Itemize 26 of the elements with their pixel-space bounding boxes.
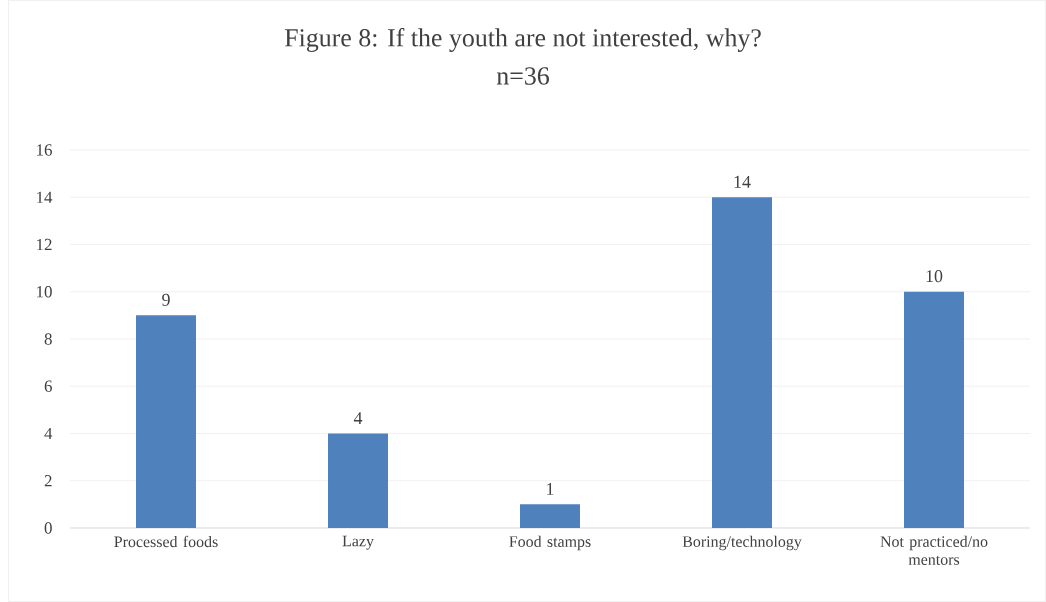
chart-title: Figure 8: If the youth are not interested, why?: [284, 28, 761, 52]
y-tick-label: 8: [44, 333, 52, 345]
y-tick-label: 2: [44, 475, 52, 487]
y-tick-label: 4: [44, 427, 53, 440]
chart-subtitle: n=36: [496, 67, 549, 85]
data-label: 14: [734, 175, 751, 188]
x-tick-label: Food stamps: [509, 535, 591, 551]
data-label: 4: [353, 412, 363, 424]
x-tick-label: Lazy: [342, 535, 374, 550]
y-tick-label: 14: [37, 191, 53, 203]
data-label: 9: [162, 293, 170, 306]
y-tick-label: 0: [44, 522, 52, 534]
data-label: 1: [547, 483, 554, 495]
y-tick-label: 16: [37, 144, 52, 156]
y-tick-label: 12: [37, 238, 52, 251]
bar: [904, 291, 964, 528]
bar: [328, 433, 389, 528]
x-tick-label: Boring/technology: [682, 535, 802, 551]
bar: [136, 315, 197, 528]
x-tick-label: Processed foods: [114, 535, 218, 548]
y-tick-label: 6: [44, 380, 52, 392]
y-tick-label: 10: [37, 286, 52, 298]
data-label: 10: [926, 270, 943, 283]
bar: [712, 197, 773, 528]
bar: [520, 504, 581, 528]
x-tick-label: Not practiced/no mentors: [880, 535, 988, 565]
